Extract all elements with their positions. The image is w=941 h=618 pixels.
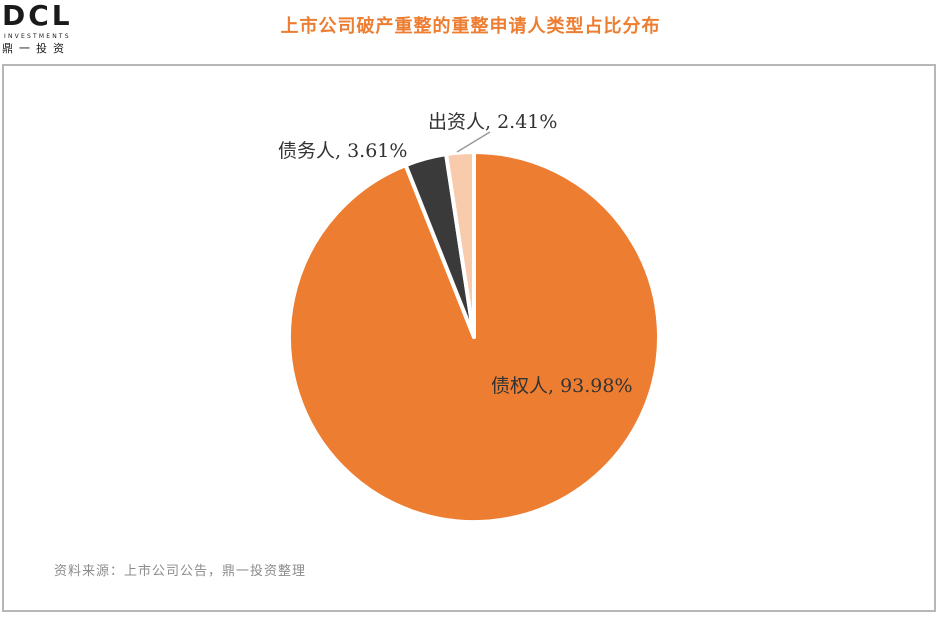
logo-subtitle: INVESTMENTS [4,33,71,40]
logo-chinese-name: 鼎一投资 [2,42,70,55]
chart-title: 上市公司破产重整的重整申请人类型占比分布 [280,16,661,37]
logo: DCL INVESTMENTS 鼎一投资 [2,0,92,56]
data-label-3: 出资人, 2.41% [428,111,557,133]
source-note: 资料来源：上市公司公告，鼎一投资整理 [54,564,307,579]
data-label-2: 债务人, 3.61% [278,140,407,162]
data-label-1: 债权人, 93.98% [491,375,633,397]
pie-slice-3 [444,150,476,339]
logo-mark: DCL [2,0,73,32]
leader-line-3 [456,131,491,153]
